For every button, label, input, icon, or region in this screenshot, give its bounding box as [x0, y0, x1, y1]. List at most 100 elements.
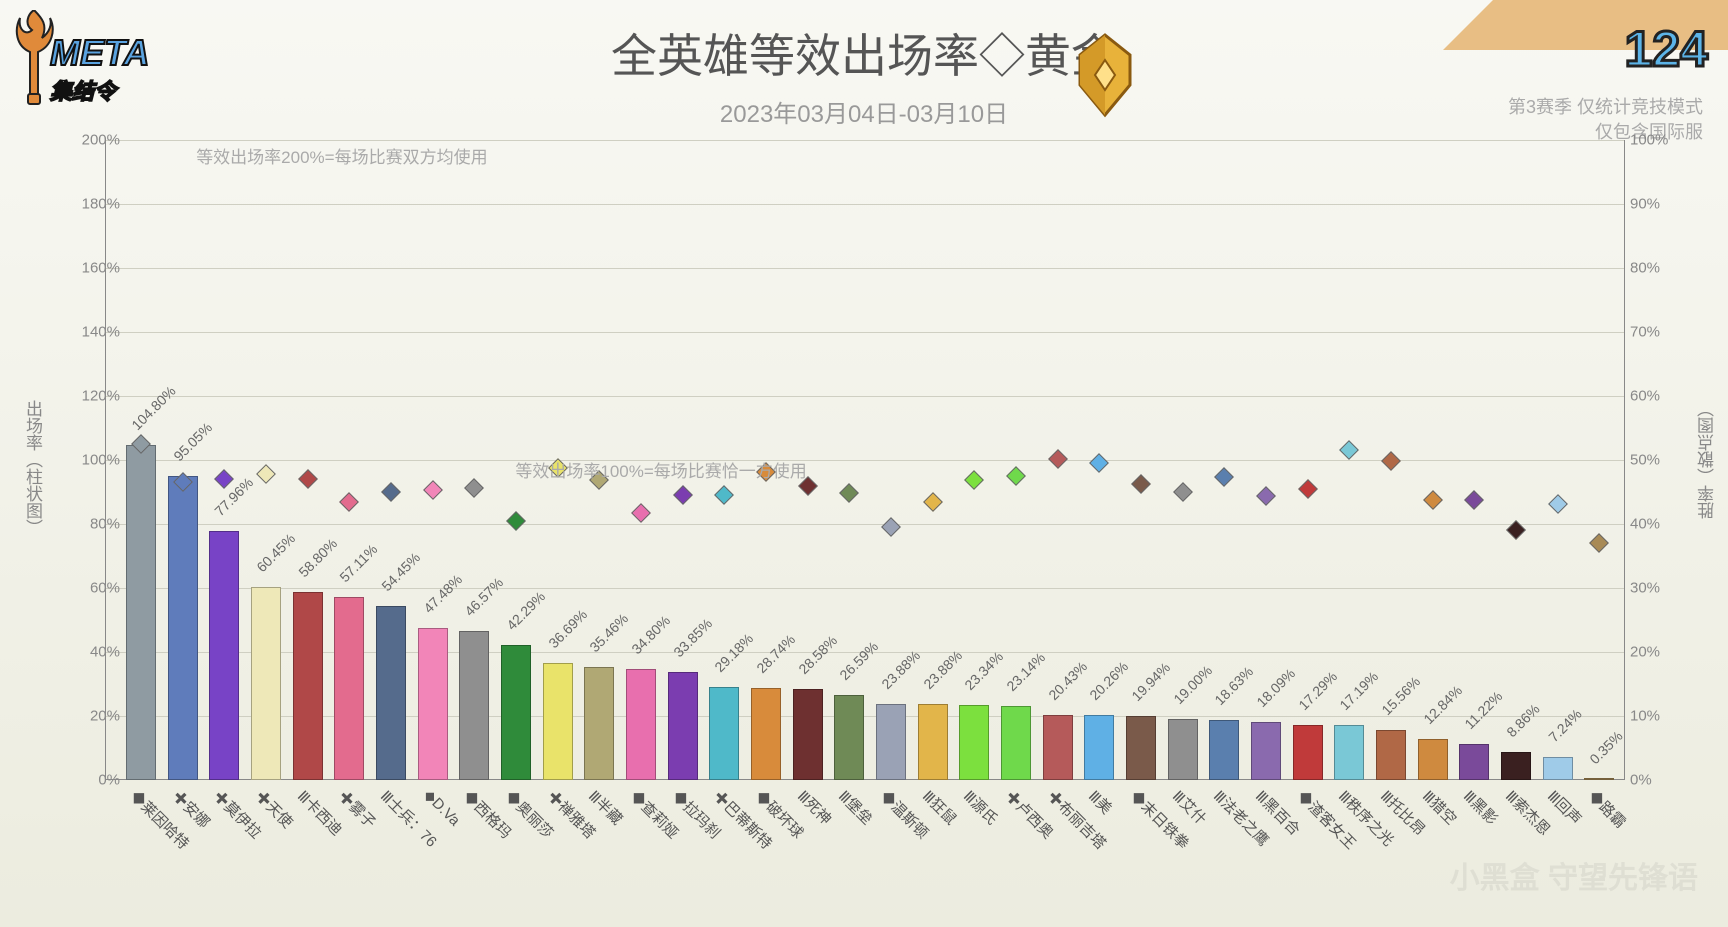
y-tick-right: 0%: [1630, 772, 1690, 789]
issue-number: 124: [1625, 20, 1708, 78]
bar-value-label: 11.22%: [1461, 688, 1505, 732]
bar-group: 19.00%Ⅲ艾什: [1168, 140, 1198, 780]
y-tick-right: 60%: [1630, 388, 1690, 405]
bar-value-label: 54.45%: [378, 549, 423, 594]
bar-value-label: 95.05%: [170, 419, 215, 464]
bar: [1543, 757, 1573, 780]
bar-value-label: 8.86%: [1503, 700, 1542, 739]
bar-value-label: 19.00%: [1170, 662, 1215, 707]
y-tick-left: 100%: [60, 452, 120, 469]
bar-value-label: 17.19%: [1336, 668, 1381, 713]
bar-value-label: 28.74%: [753, 631, 798, 676]
bar: [418, 628, 448, 780]
bar: [459, 631, 489, 780]
bar: [501, 645, 531, 780]
bar-value-label: 12.84%: [1420, 682, 1465, 727]
y-tick-right: 80%: [1630, 260, 1690, 277]
bar-value-label: 60.45%: [253, 530, 298, 575]
bar: [876, 704, 906, 780]
bar: [1501, 752, 1531, 780]
y-tick-right: 20%: [1630, 644, 1690, 661]
bar-value-label: 58.80%: [295, 535, 340, 580]
bar-group: 54.45%Ⅲ士兵：76: [376, 140, 406, 780]
x-axis-label: Ⅲ卡西迪: [293, 786, 347, 840]
x-axis-label: Ⅲ黑影: [1459, 786, 1502, 829]
chart-annotation: 等效出场率100%=每场比赛恰一方使用: [515, 457, 806, 482]
bar-group: 23.88%◆温斯顿: [876, 140, 906, 780]
bar-group: 104.80%◆莱因哈特: [126, 140, 156, 780]
bar: [376, 606, 406, 780]
y-tick-right: 40%: [1630, 516, 1690, 533]
bar-value-label: 29.18%: [711, 630, 756, 675]
y-tick-right: 70%: [1630, 324, 1690, 341]
y-tick-left: 200%: [60, 132, 120, 149]
bar: [334, 597, 364, 780]
bar: [1084, 715, 1114, 780]
bar: [1293, 725, 1323, 780]
bar-group: 77.96%✚莫伊拉: [209, 140, 239, 780]
bar: [751, 688, 781, 780]
bar: [793, 689, 823, 780]
gold-rank-icon: [1060, 30, 1150, 120]
watermark: 小黑盒 守望先锋语: [1450, 853, 1698, 897]
bar-value-label: 20.26%: [1086, 658, 1131, 703]
y-tick-left: 0%: [60, 772, 120, 789]
bar-value-label: 20.43%: [1045, 658, 1090, 703]
y-tick-left: 40%: [60, 644, 120, 661]
y-tick-right: 10%: [1630, 708, 1690, 725]
chart: 出场率（柱状图） 胜率（散点图） 104.80%◆莱因哈特95.05%✚安娜77…: [90, 140, 1650, 850]
bar-group: 8.86%Ⅲ索杰恩: [1501, 140, 1531, 780]
y-tick-left: 20%: [60, 708, 120, 725]
bar: [1168, 719, 1198, 780]
bar: [626, 669, 656, 780]
y-axis-left-label: 出场率（柱状图）: [20, 400, 45, 536]
bar-group: 23.88%Ⅲ狂鼠: [918, 140, 948, 780]
y-tick-left: 80%: [60, 516, 120, 533]
bar-group: 18.63%Ⅲ法老之鹰: [1209, 140, 1239, 780]
bar: [1251, 722, 1281, 780]
bar-group: 95.05%✚安娜: [168, 140, 198, 780]
bar-value-label: 36.69%: [545, 606, 590, 651]
issue-badge: 124: [1408, 0, 1728, 100]
side-note-line: 第3赛季 仅统计竞技模式: [1508, 95, 1703, 120]
bar: [293, 592, 323, 780]
bar-group: 23.14%✚卢西奥: [1001, 140, 1031, 780]
x-axis-label: Ⅲ索杰恩: [1501, 786, 1555, 840]
bar-value-label: 57.11%: [336, 541, 380, 585]
bar-group: 58.80%Ⅲ卡西迪: [293, 140, 323, 780]
bar-group: 60.45%✚天使: [251, 140, 281, 780]
bar-value-label: 47.48%: [420, 571, 465, 616]
bar: [959, 705, 989, 780]
y-tick-right: 100%: [1630, 132, 1690, 149]
bar-group: 23.34%Ⅲ源氏: [959, 140, 989, 780]
bar: [126, 445, 156, 780]
bar: [1334, 725, 1364, 780]
bar-group: 17.19%Ⅲ秩序之光: [1334, 140, 1364, 780]
bar: [1126, 716, 1156, 780]
bar-value-label: 33.85%: [670, 615, 715, 660]
bar: [918, 704, 948, 780]
y-tick-left: 180%: [60, 196, 120, 213]
bar-value-label: 18.09%: [1253, 665, 1298, 710]
bar: [1584, 778, 1614, 780]
bar-value-label: 19.94%: [1128, 659, 1173, 704]
y-tick-left: 160%: [60, 260, 120, 277]
bar-value-label: 7.24%: [1545, 706, 1584, 745]
x-axis-label: ◆路霸: [1584, 786, 1631, 833]
bar: [709, 687, 739, 780]
bar: [1001, 706, 1031, 780]
bar-group: 19.94%◆末日铁拳: [1126, 140, 1156, 780]
bar: [1209, 720, 1239, 780]
bar-value-label: 46.57%: [461, 574, 506, 619]
x-axis-label: Ⅲ源氏: [959, 786, 1002, 829]
bar-value-label: 42.29%: [503, 588, 548, 633]
bar-group: 12.84%Ⅲ猎空: [1418, 140, 1448, 780]
bar: [543, 663, 573, 780]
bar: [209, 531, 239, 780]
bar-value-label: 23.14%: [1003, 649, 1048, 694]
bar-value-label: 0.35%: [1586, 728, 1625, 767]
y-tick-right: 30%: [1630, 580, 1690, 597]
bar: [251, 587, 281, 780]
x-axis-label: Ⅲ美: [1084, 786, 1117, 819]
bar-value-label: 26.59%: [836, 638, 881, 683]
